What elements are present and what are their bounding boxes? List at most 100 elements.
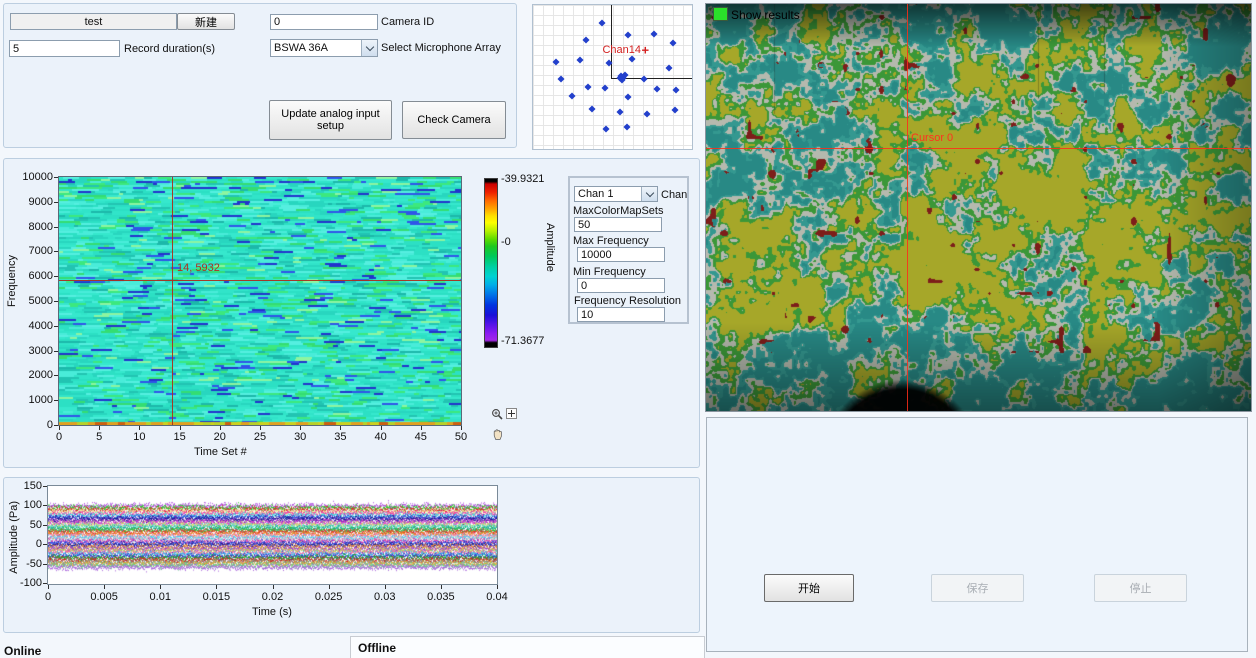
channel-dropdown[interactable]: Chan 1: [574, 186, 658, 202]
x-tick-mark: [104, 585, 105, 589]
mic-array-plot-panel: Chan14 +: [532, 4, 693, 150]
spectrogram-plot-frame: [58, 176, 462, 426]
x-tick-mark: [385, 585, 386, 589]
mic-dot: [672, 86, 679, 93]
mic-dot: [569, 93, 576, 100]
spectrogram-cursor-vline[interactable]: [172, 177, 173, 425]
x-tick-mark: [340, 426, 341, 430]
x-tick-label: 25: [246, 431, 274, 443]
x-tick-mark: [300, 426, 301, 430]
x-tick-mark: [421, 426, 422, 430]
zoom-tool-icon[interactable]: [491, 408, 504, 424]
y-tick-label: 9000: [4, 196, 53, 208]
show-results-label: Show results: [731, 8, 800, 22]
x-tick-label: 35: [326, 431, 354, 443]
pan-tool-icon[interactable]: [491, 428, 504, 444]
mic-dot: [670, 40, 677, 47]
camera-cursor-label: Cursor 0: [911, 132, 953, 144]
mic-dot: [628, 56, 635, 63]
y-tick-mark: [54, 326, 58, 327]
mic-dot: [624, 93, 631, 100]
x-tick-label: 40: [367, 431, 395, 443]
x-tick-mark: [139, 426, 140, 430]
y-tick-label: 0: [4, 538, 42, 550]
waveform-plot-frame: [47, 485, 498, 585]
stop-button[interactable]: 停止: [1094, 574, 1187, 602]
setup-panel: test 新建 5 Record duration(s) 0 Camera ID…: [3, 3, 517, 148]
colorbar-max-label: -39.9321: [501, 173, 544, 185]
x-tick-mark: [59, 426, 60, 430]
y-tick-label: 10000: [4, 171, 53, 183]
record-duration-input[interactable]: 5: [9, 40, 120, 57]
y-tick-mark: [54, 301, 58, 302]
chevron-down-icon[interactable]: [361, 40, 377, 56]
start-button[interactable]: 开始: [764, 574, 854, 602]
offline-status-bar: Offline: [350, 636, 705, 658]
x-tick-label: 0.03: [365, 591, 405, 603]
y-tick-mark: [54, 177, 58, 178]
spectrogram-panel: Frequency 14, 5932 Time Set # -39.9321 -…: [3, 158, 700, 468]
offline-status-label: Offline: [358, 641, 396, 655]
y-tick-mark: [43, 583, 47, 584]
camera-cursor-vline[interactable]: [907, 4, 908, 411]
y-tick-mark: [54, 227, 58, 228]
spectrogram-xlabel: Time Set #: [194, 446, 247, 458]
channel-value: Chan 1: [575, 187, 641, 201]
project-name-field[interactable]: test: [10, 13, 177, 30]
mic-array-plot[interactable]: Chan14 +: [533, 5, 692, 149]
frequency-resolution-input[interactable]: 10: [577, 307, 665, 322]
y-tick-label: 5000: [4, 295, 53, 307]
x-tick-label: 0.025: [309, 591, 349, 603]
waveform-canvas[interactable]: [48, 486, 497, 584]
y-tick-label: 7000: [4, 245, 53, 257]
min-frequency-input[interactable]: 0: [577, 278, 665, 293]
acoustic-image-canvas[interactable]: [706, 4, 1251, 411]
update-analog-input-button[interactable]: Update analog input setup: [269, 100, 392, 140]
mic-dot: [583, 36, 590, 43]
mic-cursor-cross-icon[interactable]: +: [641, 42, 649, 57]
y-tick-mark: [54, 425, 58, 426]
chevron-down-icon[interactable]: [641, 187, 657, 201]
camera-cursor-hline[interactable]: [706, 148, 1251, 149]
record-duration-label: Record duration(s): [124, 43, 215, 55]
mic-array-dropdown[interactable]: BSWA 36A: [270, 39, 378, 57]
spectrogram-canvas[interactable]: [59, 177, 461, 425]
mic-dot: [552, 58, 559, 65]
colorbar-min-label: -71.3677: [501, 335, 544, 347]
mic-dot: [589, 105, 596, 112]
x-tick-mark: [381, 426, 382, 430]
x-tick-mark: [461, 426, 462, 430]
x-tick-label: 0.01: [140, 591, 180, 603]
x-tick-mark: [48, 585, 49, 589]
x-tick-mark: [273, 585, 274, 589]
x-tick-mark: [216, 585, 217, 589]
x-tick-label: 10: [125, 431, 153, 443]
y-tick-mark: [54, 202, 58, 203]
save-button[interactable]: 保存: [931, 574, 1024, 602]
check-camera-button[interactable]: Check Camera: [402, 101, 506, 139]
max-frequency-label: Max Frequency: [573, 235, 649, 247]
camera-id-input[interactable]: 0: [270, 14, 378, 30]
mic-dot: [666, 65, 673, 72]
x-tick-mark: [180, 426, 181, 430]
show-results-checkbox[interactable]: [713, 7, 728, 21]
mic-dot: [599, 20, 606, 27]
x-tick-label: 45: [407, 431, 435, 443]
y-tick-mark: [54, 351, 58, 352]
x-tick-label: 0: [28, 591, 68, 603]
spectrogram-cursor-hline[interactable]: [59, 280, 461, 281]
y-tick-label: 4000: [4, 320, 53, 332]
frequency-resolution-label: Frequency Resolution: [574, 295, 681, 307]
mic-dot: [651, 30, 658, 37]
mic-dot: [601, 85, 608, 92]
mic-array-value: BSWA 36A: [271, 40, 361, 56]
max-frequency-input[interactable]: 10000: [577, 247, 665, 262]
x-tick-mark: [220, 426, 221, 430]
mic-dot: [617, 108, 624, 115]
maxcolormapsets-input[interactable]: 50: [574, 217, 662, 232]
waveform-panel: Amplitude (Pa) Time (s) 150100500-50-100…: [3, 477, 700, 633]
new-project-button[interactable]: 新建: [177, 13, 235, 30]
crosshair-tool-icon[interactable]: [506, 408, 517, 419]
x-tick-mark: [441, 585, 442, 589]
mic-dot: [557, 75, 564, 82]
